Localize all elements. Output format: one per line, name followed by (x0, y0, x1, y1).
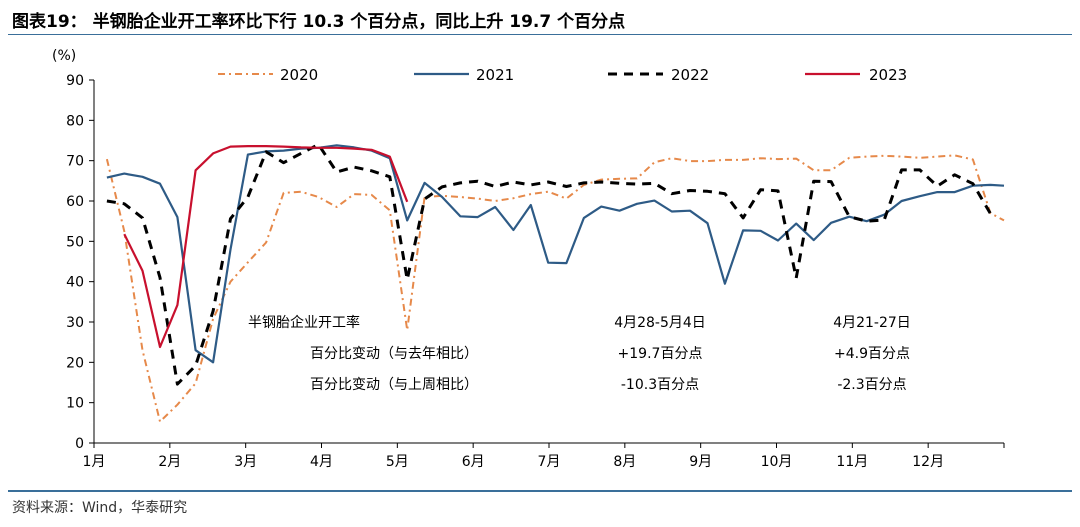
legend-label-2022: 2022 (671, 66, 709, 84)
x-tick-label: 10月 (761, 454, 793, 470)
y-tick-label: 90 (66, 73, 84, 89)
y-tick-label: 70 (66, 154, 84, 170)
x-tick-label: 8月 (613, 454, 636, 470)
annotation-cell: 百分比变动（与去年相比） (310, 346, 478, 362)
footer-rule (8, 490, 1072, 492)
legend-label-2020: 2020 (280, 66, 318, 84)
y-tick-label: 50 (66, 234, 84, 250)
x-tick-label: 12月 (912, 454, 944, 470)
x-tick-label: 9月 (689, 454, 712, 470)
y-tick-label: 40 (66, 275, 84, 291)
annotation-cell: -2.3百分点 (837, 377, 906, 393)
series-layer (105, 143, 1005, 423)
x-tick-label: 11月 (836, 454, 868, 470)
y-tick-label: 20 (66, 355, 84, 371)
x-tick-label: 5月 (386, 454, 409, 470)
x-tick-label: 6月 (462, 454, 485, 470)
legend: 2020 2021 2022 2023 (218, 66, 907, 84)
chart-header: 图表19： 半钢胎企业开工率环比下行 10.3 个百分点，同比上升 19.7 个… (8, 4, 1072, 35)
series-line-2020 (105, 154, 1005, 423)
annotation-cell: 百分比变动（与上周相比） (310, 377, 478, 393)
legend-label-2021: 2021 (476, 66, 514, 84)
legend-label-2023: 2023 (869, 66, 907, 84)
y-tick-label: 60 (66, 194, 84, 210)
annotation-cell: 半钢胎企业开工率 (248, 314, 360, 331)
y-tick-label: 10 (66, 396, 84, 412)
y-tick-label: 80 (66, 113, 84, 129)
y-axis-label: (%) (52, 48, 76, 64)
series-line-2023 (123, 145, 409, 349)
header-rule (8, 34, 1072, 35)
x-tick-label: 2月 (158, 454, 181, 470)
x-tick-label: 4月 (310, 454, 333, 470)
source-note: 资料来源：Wind，华泰研究 (12, 500, 188, 516)
y-tick-label: 0 (75, 436, 84, 452)
annotation-cell: 4月28-5月4日 (614, 315, 706, 331)
annotation-cell: 4月21-27日 (833, 315, 911, 331)
y-tick-label: 30 (66, 315, 84, 331)
x-tick-label: 7月 (538, 454, 561, 470)
x-tick-label: 1月 (83, 454, 106, 470)
annotation-cell: +4.9百分点 (834, 346, 910, 362)
annotation-cell: -10.3百分点 (621, 377, 699, 393)
chart-title: 图表19： 半钢胎企业开工率环比下行 10.3 个百分点，同比上升 19.7 个… (12, 12, 626, 32)
x-tick-label: 3月 (234, 454, 257, 470)
annotation-cell: +19.7百分点 (618, 346, 703, 362)
series-line-2022 (106, 143, 992, 386)
axes-layer: 0 10 20 30 40 50 60 70 80 90 1月 2月 3月 4月 5月 6月 7月 8月 9月 10月… (66, 73, 1005, 470)
